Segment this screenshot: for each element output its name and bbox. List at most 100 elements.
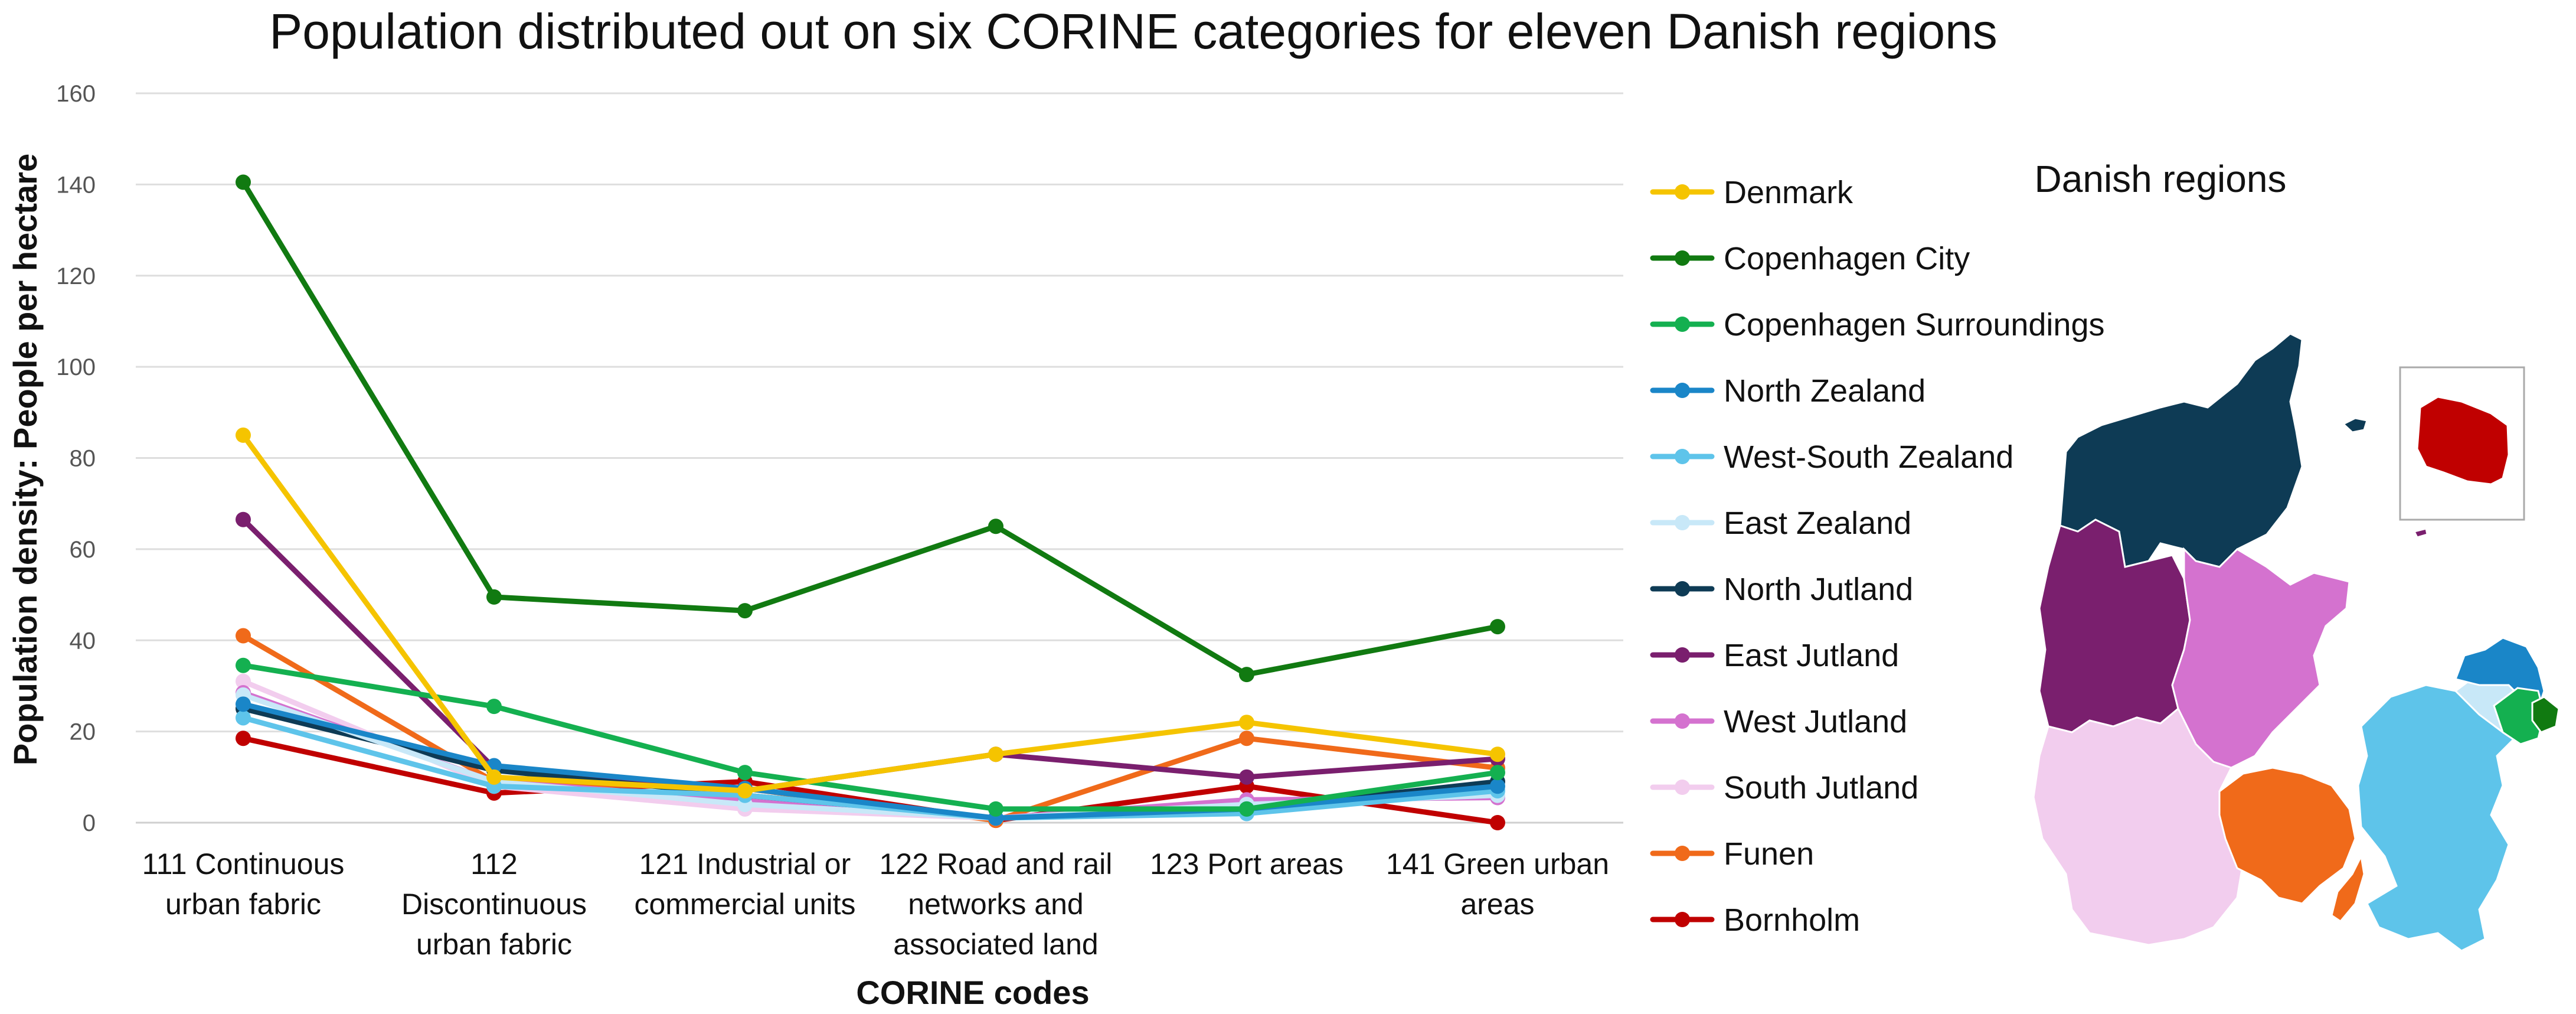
x-tick-label: urban fabric: [416, 928, 572, 961]
data-point: [988, 519, 1003, 534]
gridlines: [136, 92, 1623, 824]
legend-swatch-marker: [1675, 449, 1690, 464]
y-axis-ticks: 0 20 40 60 80 100 120 140 160: [56, 81, 96, 836]
legend-swatch-marker: [1675, 581, 1690, 596]
x-tick-label: 112: [470, 847, 518, 881]
legend-swatch-marker: [1675, 184, 1690, 200]
map-islet-anholt: [2412, 527, 2428, 539]
legend-item: West-South Zealand: [1650, 439, 2013, 475]
data-point: [236, 696, 251, 712]
legend-item: North Zealand: [1650, 373, 1926, 409]
x-tick-label: areas: [1460, 888, 1534, 921]
legend-label: Bornholm: [1724, 902, 1860, 938]
x-tick-label: 123 Port areas: [1150, 847, 1343, 881]
data-point: [737, 603, 753, 619]
y-tick-label: 60: [70, 537, 96, 563]
map-region-funen-islet: [2330, 853, 2365, 922]
y-tick-label: 160: [56, 81, 96, 107]
x-axis-categories: 111 Continuous urban fabric 112 Discontinuo…: [142, 847, 1609, 961]
data-point: [737, 765, 753, 781]
data-point: [737, 782, 753, 798]
data-point: [236, 427, 251, 443]
data-point: [486, 589, 502, 605]
legend-swatch-marker: [1675, 383, 1690, 398]
data-point: [1239, 801, 1254, 817]
series-denmark: [236, 427, 1505, 798]
legend-label: South Jutland: [1724, 770, 1918, 806]
legend-swatch-marker: [1675, 647, 1690, 663]
x-tick-label: 141 Green urban: [1386, 847, 1609, 881]
legend-label: North Zealand: [1724, 373, 1926, 409]
legend-label: West-South Zealand: [1724, 439, 2013, 475]
chart-title: Population distributed out on six CORINE…: [269, 4, 1998, 59]
y-tick-label: 140: [56, 172, 96, 198]
data-point: [1239, 731, 1254, 746]
map-region-east-jutland: [2038, 519, 2191, 733]
y-tick-label: 20: [70, 719, 96, 745]
y-tick-label: 40: [70, 628, 96, 654]
legend: Denmark Copenhagen City Copenhagen Surroun…: [1650, 175, 2105, 938]
legend-swatch-marker: [1675, 912, 1690, 927]
legend-item: West Jutland: [1650, 704, 1907, 739]
y-axis-title: Population density: People per hectare: [6, 154, 44, 765]
data-point: [1239, 715, 1254, 731]
legend-item: Copenhagen City: [1650, 241, 1970, 276]
data-point: [1490, 815, 1505, 830]
bornholm-inset-frame: [2399, 366, 2525, 521]
data-point: [236, 673, 251, 689]
series-line: [240, 432, 1501, 794]
data-point: [1490, 746, 1505, 762]
legend-item: Copenhagen Surroundings: [1650, 307, 2105, 343]
data-point: [1490, 765, 1505, 781]
legend-swatch-marker: [1675, 317, 1690, 332]
x-tick-label: commercial units: [634, 888, 855, 921]
legend-swatch-marker: [1675, 515, 1690, 530]
y-tick-label: 80: [70, 446, 96, 472]
legend-swatch-marker: [1675, 250, 1690, 266]
y-tick-label: 100: [56, 354, 96, 380]
legend-item: Funen: [1650, 836, 1814, 872]
map-region-copenhagen-city: [2531, 696, 2560, 733]
x-tick-label: 121 Industrial or: [639, 847, 851, 881]
series-copenhagen-city: [236, 174, 1505, 683]
legend-swatch-marker: [1675, 780, 1690, 795]
legend-item: Bornholm: [1650, 902, 1860, 938]
y-tick-label: 0: [83, 810, 96, 836]
x-tick-label: urban fabric: [165, 888, 321, 921]
data-point: [1490, 619, 1505, 635]
data-point: [236, 731, 251, 746]
data-point: [236, 657, 251, 673]
legend-swatch-marker: [1675, 713, 1690, 729]
series-line: [240, 663, 1501, 812]
legend-label: North Jutland: [1724, 572, 1913, 607]
series-line: [240, 180, 1501, 677]
denmark-regions-map: Danish regions: [2032, 158, 2560, 952]
series-layer: [236, 174, 1505, 830]
legend-swatch-marker: [1675, 846, 1690, 861]
legend-item: East Jutland: [1650, 638, 1899, 673]
x-tick-label: Discontinuous: [401, 888, 587, 921]
legend-label: Denmark: [1724, 175, 1853, 210]
map-region-funen: [2218, 767, 2356, 905]
data-point: [988, 746, 1003, 762]
series-west-south-zealand: [236, 710, 1505, 826]
y-tick-label: 120: [56, 263, 96, 289]
x-tick-label: networks and: [908, 888, 1083, 921]
legend-item: East Zealand: [1650, 506, 1911, 541]
legend-item: North Jutland: [1650, 572, 1913, 607]
x-tick-label: 111 Continuous: [142, 847, 345, 881]
data-point: [486, 699, 502, 715]
legend-label: Copenhagen Surroundings: [1724, 307, 2105, 343]
map-title: Danish regions: [2035, 158, 2287, 200]
legend-label: East Jutland: [1724, 638, 1899, 673]
data-point: [1239, 769, 1254, 785]
x-tick-label: 122 Road and rail: [880, 847, 1113, 881]
data-point: [236, 174, 251, 190]
x-axis-title: CORINE codes: [856, 974, 1089, 1011]
map-region-west-jutland: [2171, 547, 2351, 769]
legend-label: Copenhagen City: [1724, 241, 1970, 276]
legend-label: Funen: [1724, 836, 1814, 872]
legend-item: South Jutland: [1650, 770, 1918, 806]
x-tick-label: associated land: [893, 928, 1098, 961]
data-point: [988, 801, 1003, 817]
